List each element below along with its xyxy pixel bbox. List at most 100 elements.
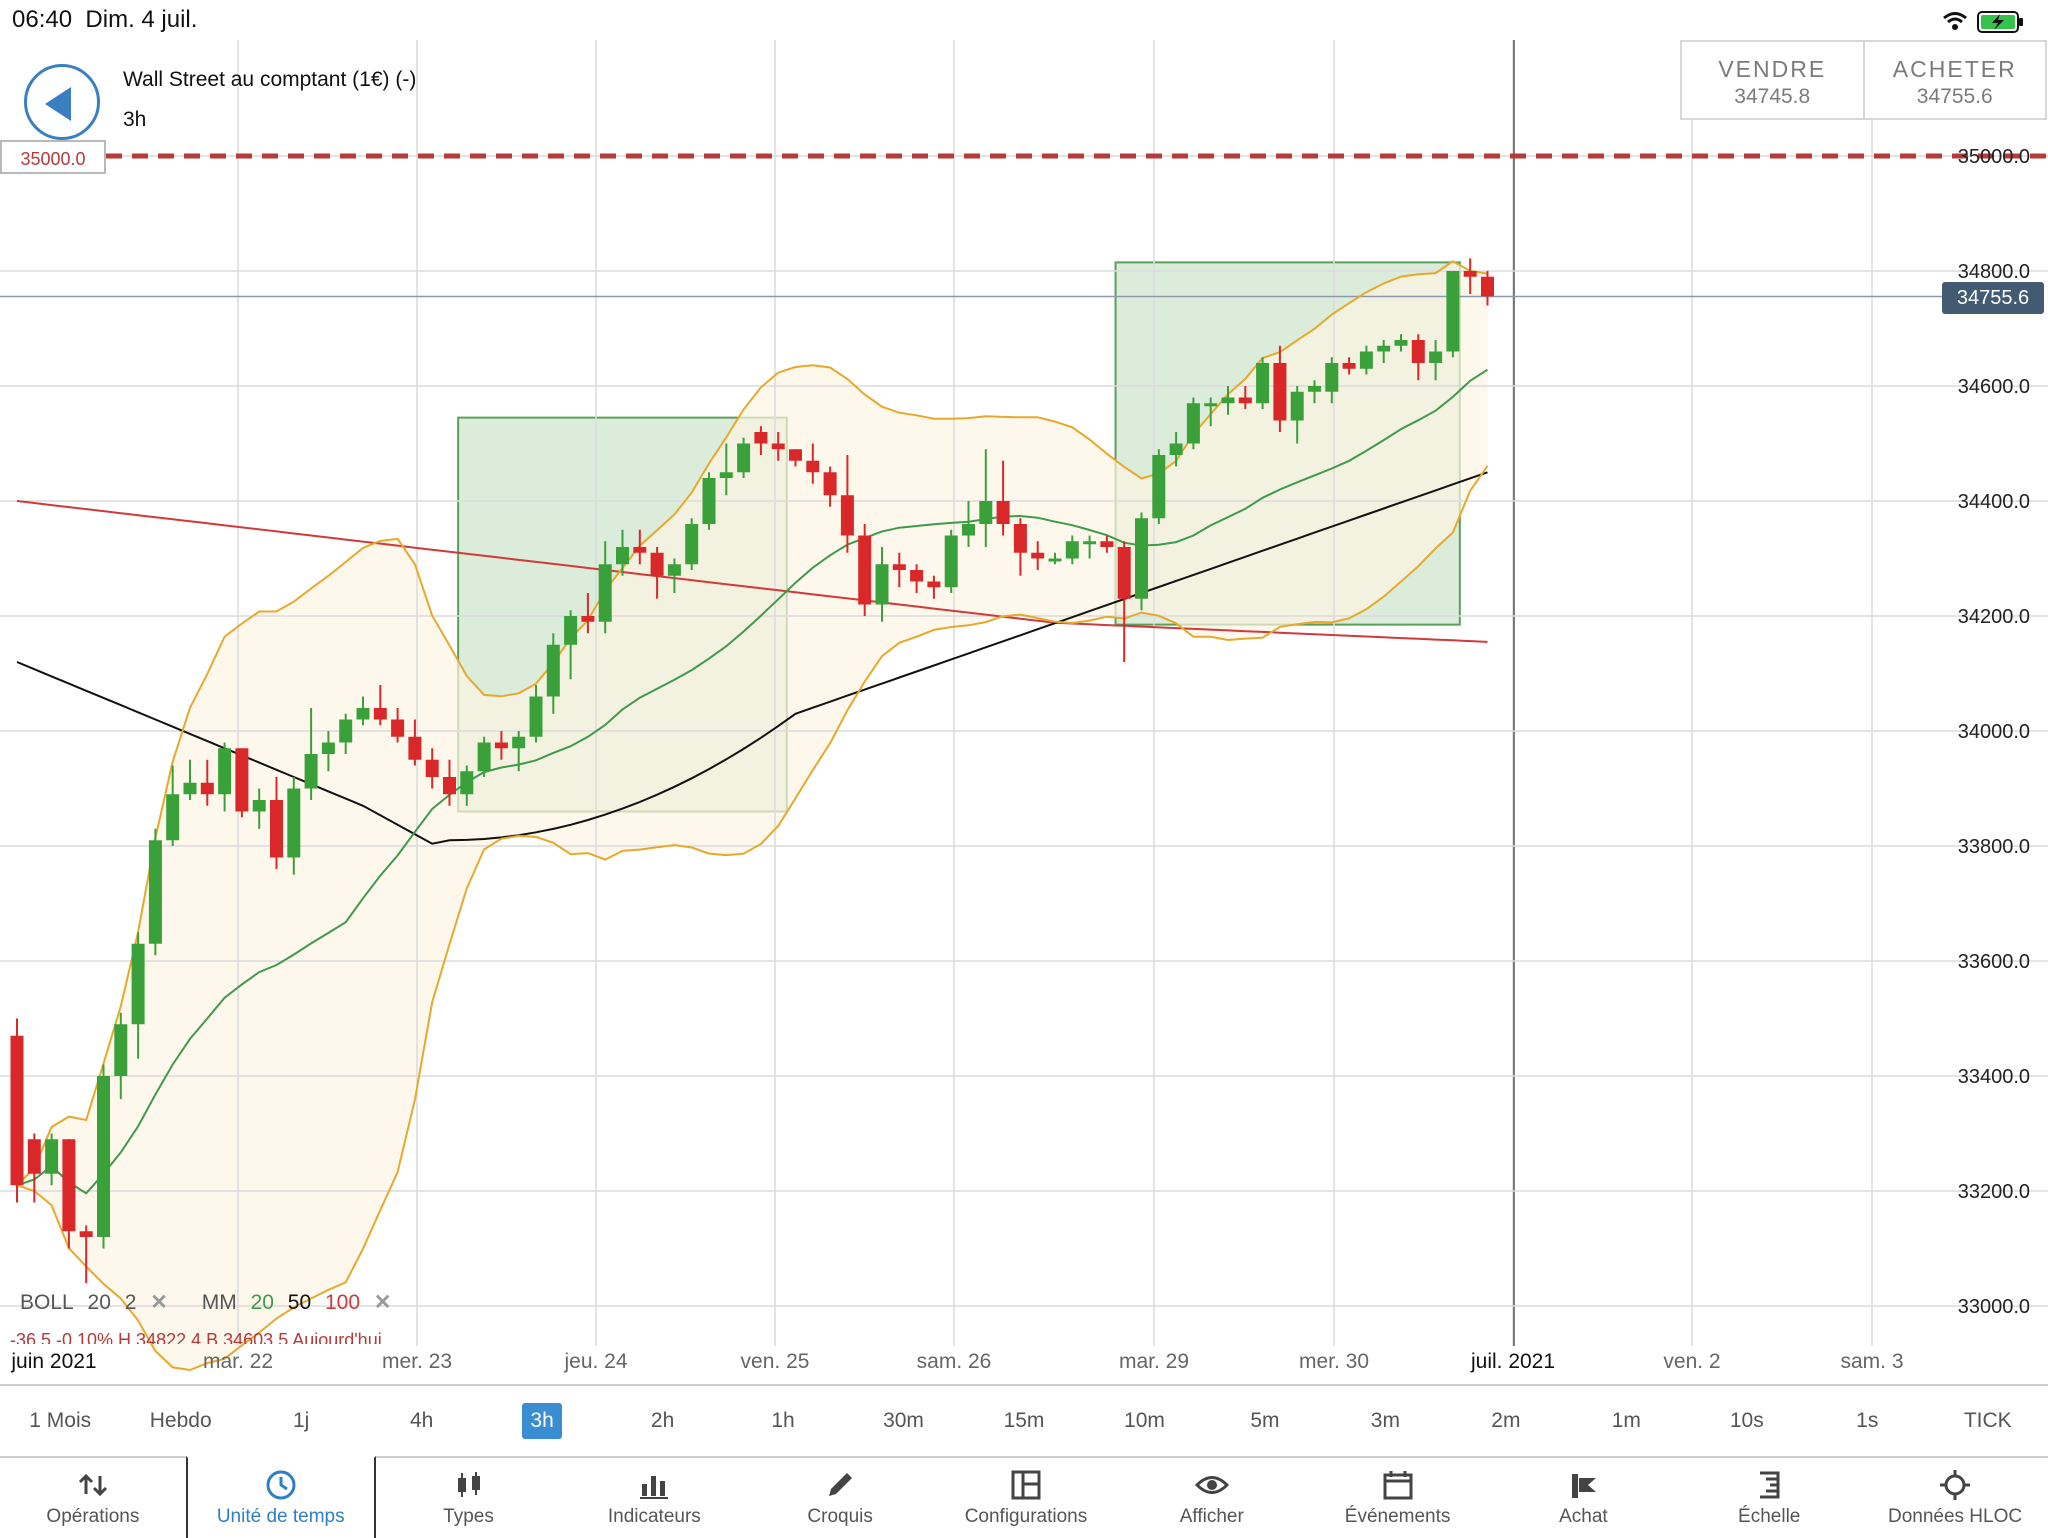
timeframe-1h[interactable]: 1h <box>723 1403 843 1439</box>
session-info: -36.5 -0.10% H 34822.4 B 34603.5 Aujourd… <box>10 1330 382 1344</box>
price-chart[interactable]: 33000.0 33200.0 33400.0 33600.0 33800.0 34000… <box>0 0 2048 1380</box>
toolbar-événements[interactable]: Événements <box>1305 1458 1491 1538</box>
toolbar-configurations[interactable]: Configurations <box>933 1458 1119 1538</box>
candle-body <box>62 1139 76 1232</box>
candle-body <box>529 696 543 737</box>
candle <box>789 449 802 467</box>
back-button[interactable] <box>24 64 100 140</box>
timeframe-4h[interactable]: 4h <box>361 1403 481 1439</box>
toolbar-unité-de-temps[interactable]: Unité de temps <box>185 1456 376 1538</box>
candle <box>1221 386 1235 415</box>
candle <box>1429 340 1443 381</box>
toolbar-label: Achat <box>1559 1506 1608 1527</box>
boll-deviation: 2 <box>124 1291 137 1314</box>
timeframe-label: 30m <box>883 1409 924 1432</box>
toolbar-label: Afficher <box>1179 1506 1244 1527</box>
candle-body <box>1238 397 1252 404</box>
timeframe-1-mois[interactable]: 1 Mois <box>0 1403 120 1439</box>
candle-body <box>1429 351 1443 363</box>
buy-label: ACHETER <box>1892 56 2017 82</box>
timeframe-2m[interactable]: 2m <box>1446 1403 1566 1439</box>
candle <box>979 449 993 547</box>
toolbar-achat[interactable]: Achat <box>1491 1458 1677 1538</box>
y-tick-label: 35000.0 <box>1958 146 2030 168</box>
candle-body <box>304 754 318 789</box>
timeframe-10s[interactable]: 10s <box>1687 1403 1807 1439</box>
timeframe-1j[interactable]: 1j <box>241 1403 361 1439</box>
timeframe-3m[interactable]: 3m <box>1325 1403 1445 1439</box>
candle-body <box>131 943 145 1025</box>
candle-body <box>1256 363 1270 404</box>
candle <box>1359 345 1373 375</box>
timeframe-label: 5m <box>1250 1409 1280 1432</box>
toolbar-échelle[interactable]: Échelle <box>1676 1458 1862 1538</box>
mm-50: 50 <box>287 1291 312 1314</box>
timeframe-2h[interactable]: 2h <box>602 1403 722 1439</box>
candle-body <box>823 472 837 496</box>
candle-body <box>840 495 854 536</box>
x-tick-label: juil. 2021 <box>1470 1350 1556 1373</box>
buy-button[interactable]: ACHETER 34755.6 <box>1862 42 2046 118</box>
timeframe-15m[interactable]: 15m <box>964 1403 1084 1439</box>
timeframe-30m[interactable]: 30m <box>843 1403 963 1439</box>
candle-body <box>10 1035 24 1186</box>
candle-body <box>252 800 266 812</box>
timeframe-1s[interactable]: 1s <box>1807 1403 1927 1439</box>
bollinger-band-fill <box>17 261 1488 1370</box>
timeframe-hebdo[interactable]: Hebdo <box>120 1403 240 1439</box>
candle <box>667 558 681 593</box>
candle <box>1031 541 1045 570</box>
toolbar-opérations[interactable]: Opérations <box>0 1458 186 1538</box>
candle <box>356 696 370 726</box>
toolbar-types[interactable]: Types <box>376 1458 562 1538</box>
candle-body <box>1308 386 1321 392</box>
candle-body <box>183 782 197 795</box>
candle-body <box>1221 397 1235 404</box>
candle-body <box>287 788 301 858</box>
candle <box>408 719 422 766</box>
candle <box>148 828 162 956</box>
alert-level-label[interactable]: 35000.0 <box>0 140 106 174</box>
toolbar-indicateurs[interactable]: Indicateurs <box>561 1458 747 1538</box>
sell-label: VENDRE <box>1718 56 1827 82</box>
candle <box>529 685 543 743</box>
candle-body <box>79 1231 93 1237</box>
candle-body <box>546 644 560 697</box>
timeframe-1m[interactable]: 1m <box>1566 1403 1686 1439</box>
mm-remove-icon[interactable]: ✕ <box>373 1291 392 1314</box>
candle-body <box>1377 345 1391 352</box>
status-time: 06:40 <box>12 6 73 33</box>
timeframe-3h[interactable]: 3h <box>482 1403 602 1439</box>
candle-body <box>564 616 578 645</box>
candle-body <box>356 708 370 720</box>
candle-body <box>633 547 647 553</box>
timeframe-10m[interactable]: 10m <box>1084 1403 1204 1439</box>
trade-buttons: VENDRE 34745.8 ACHETER 34755.6 <box>1680 40 2047 120</box>
toolbar-croquis[interactable]: Croquis <box>747 1458 933 1538</box>
toolbar-données-hloc[interactable]: Données HLOC <box>1862 1458 2048 1538</box>
bollinger-upper-line <box>16 260 1488 1187</box>
candle <box>1013 518 1027 576</box>
boll-period: 20 <box>87 1291 111 1314</box>
mm-label[interactable]: MM <box>201 1291 237 1314</box>
timeframe-label: 4h <box>409 1409 434 1432</box>
boll-label[interactable]: BOLL <box>20 1291 74 1314</box>
candle <box>183 759 197 800</box>
candle-body <box>1481 276 1494 297</box>
candle-body <box>1065 541 1079 559</box>
crosshair-icon <box>1940 1470 1971 1500</box>
timeframe-label: 10m <box>1124 1409 1165 1432</box>
candle <box>1342 357 1356 375</box>
y-tick-label: 33200.0 <box>1958 1181 2030 1203</box>
timeframe-tick[interactable]: TICK <box>1928 1403 2048 1439</box>
timeframe-5m[interactable]: 5m <box>1205 1403 1325 1439</box>
candle <box>910 564 924 593</box>
candle-body <box>996 501 1010 524</box>
toolbar-afficher[interactable]: Afficher <box>1119 1458 1305 1538</box>
candle <box>1065 535 1079 565</box>
candle <box>806 443 820 484</box>
boll-remove-icon[interactable]: ✕ <box>150 1291 168 1314</box>
sell-button[interactable]: VENDRE 34745.8 <box>1682 42 1863 118</box>
candle-body <box>1325 363 1339 392</box>
toolbar-label: Indicateurs <box>607 1506 701 1527</box>
